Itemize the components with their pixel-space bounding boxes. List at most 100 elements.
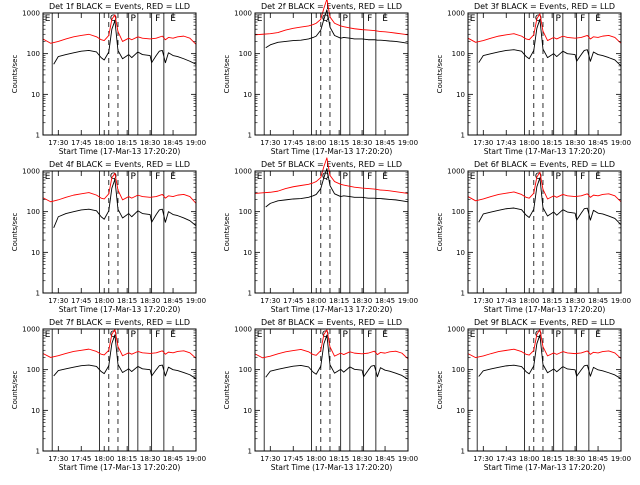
x-tick-label: 19:00 (186, 455, 206, 463)
x-axis-label: Start Time (17-Mar-13 17:20:20) (271, 147, 393, 156)
x-tick-label: 17:30 (260, 297, 280, 305)
region-label: F (155, 172, 160, 182)
x-tick-label: 18:45 (588, 139, 608, 147)
x-tick-label: 18:45 (375, 297, 395, 305)
x-tick-label: 19:00 (398, 455, 418, 463)
y-axis-label: Counts/sec (223, 213, 231, 252)
x-axis-label: Start Time (17-Mar-13 17:20:20) (59, 463, 181, 472)
y-axis-label: Counts/sec (436, 55, 444, 94)
region-label: Q (322, 14, 329, 24)
y-tick-label: 1000 (22, 10, 40, 18)
y-tick-label: 100 (239, 366, 252, 374)
panel-title: Det 6f BLACK = Events, RED = LLD (474, 160, 615, 169)
series-events (265, 9, 409, 49)
region-label: F (155, 14, 160, 24)
x-tick-label: 18:00 (519, 455, 539, 463)
region-label: F (367, 172, 372, 182)
x-tick-label: 17:45 (283, 139, 303, 147)
series-events (265, 168, 409, 208)
y-tick-label: 10 (31, 249, 40, 257)
x-tick-label: 18:00 (94, 139, 114, 147)
region-label: E (470, 172, 476, 182)
region-label: P (343, 14, 349, 24)
y-tick-label: 100 (239, 208, 252, 216)
region-label: P (556, 14, 562, 24)
x-tick-label: 18:30 (352, 455, 372, 463)
y-tick-label: 1 (248, 132, 252, 140)
y-axis-label: Counts/sec (436, 371, 444, 410)
x-tick-label: 19:00 (186, 297, 206, 305)
x-axis-label: Start Time (17-Mar-13 17:20:20) (484, 463, 606, 472)
x-tick-label: 18:15 (542, 297, 562, 305)
series-events (478, 18, 622, 67)
region-label: Q (535, 330, 542, 340)
x-tick-label: 18:30 (352, 139, 372, 147)
y-axis-label: Counts/sec (11, 55, 19, 94)
x-tick-label: 19:00 (398, 139, 418, 147)
y-tick-label: 1 (248, 448, 252, 456)
series-events (53, 20, 197, 65)
y-tick-label: 100 (452, 208, 465, 216)
x-tick-label: 19:00 (611, 297, 631, 305)
y-tick-label: 100 (27, 366, 40, 374)
y-tick-label: 1000 (22, 326, 40, 334)
y-tick-label: 1000 (234, 168, 252, 176)
x-tick-label: 18:45 (375, 139, 395, 147)
y-tick-label: 1000 (234, 326, 252, 334)
region-label: E (170, 330, 176, 340)
x-tick-label: 18:15 (329, 297, 349, 305)
y-tick-label: 10 (456, 407, 465, 415)
region-label: E (257, 14, 263, 24)
region-label: E (382, 14, 388, 24)
series-events (265, 334, 409, 380)
y-tick-label: 1000 (447, 326, 465, 334)
region-label: Q (535, 172, 542, 182)
x-tick-label: 18:15 (117, 139, 137, 147)
x-tick-label: 19:00 (398, 297, 418, 305)
x-tick-label: 18:45 (163, 139, 183, 147)
panel-title: Det 5f BLACK = Events, RED = LLD (261, 160, 402, 169)
region-label: P (131, 14, 137, 24)
region-label: Q (110, 330, 117, 340)
region-label: E (470, 14, 476, 24)
region-label: F (367, 14, 372, 24)
region-label: F (580, 330, 585, 340)
plot-frame (467, 328, 622, 452)
region-label: E (382, 330, 388, 340)
x-tick-label: 18:00 (94, 297, 114, 305)
x-tick-label: 17:30 (473, 297, 493, 305)
y-tick-label: 10 (456, 91, 465, 99)
x-tick-label: 17:45 (71, 455, 91, 463)
region-label: E (382, 172, 388, 182)
y-tick-label: 100 (27, 208, 40, 216)
y-tick-label: 1000 (22, 168, 40, 176)
x-tick-label: 18:45 (163, 297, 183, 305)
y-axis-label: Counts/sec (11, 213, 19, 252)
x-axis-label: Start Time (17-Mar-13 17:20:20) (484, 305, 606, 314)
y-tick-label: 1000 (447, 10, 465, 18)
x-tick-label: 17:30 (260, 455, 280, 463)
region-label: F (580, 172, 585, 182)
series-events (478, 177, 622, 225)
y-axis-label: Counts/sec (436, 213, 444, 252)
series-lld (42, 172, 197, 204)
region-label: F (155, 330, 160, 340)
plot-frame (254, 170, 409, 294)
x-tick-label: 17:30 (48, 455, 68, 463)
panel-title: Det 7f BLACK = Events, RED = LLD (49, 318, 190, 327)
plot-frame (467, 12, 622, 136)
x-tick-label: 18:00 (306, 455, 326, 463)
region-label: Q (110, 172, 117, 182)
region-label: F (367, 330, 372, 340)
series-lld (467, 13, 622, 44)
region-label: E (45, 14, 51, 24)
x-axis-label: Start Time (17-Mar-13 17:20:20) (59, 305, 181, 314)
series-events (53, 334, 197, 380)
region-label: F (580, 14, 585, 24)
